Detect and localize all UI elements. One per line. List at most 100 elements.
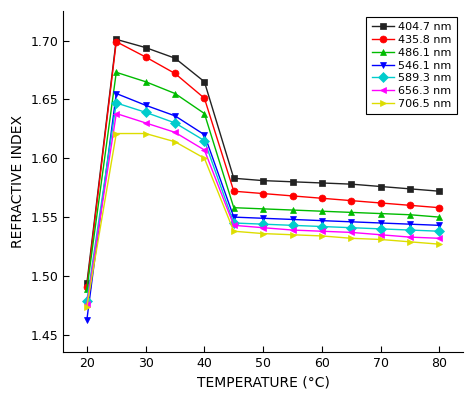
486.1 nm — [319, 209, 325, 214]
Line: 656.3 nm: 656.3 nm — [83, 110, 443, 308]
486.1 nm — [348, 210, 354, 215]
589.3 nm — [290, 223, 295, 228]
404.7 nm — [201, 79, 207, 84]
589.3 nm — [231, 221, 237, 225]
Y-axis label: REFRACTIVE INDEX: REFRACTIVE INDEX — [11, 115, 25, 248]
404.7 nm — [437, 189, 442, 194]
435.8 nm — [319, 196, 325, 200]
435.8 nm — [437, 205, 442, 210]
404.7 nm — [319, 180, 325, 185]
589.3 nm — [143, 110, 148, 115]
486.1 nm — [407, 213, 413, 217]
706.5 nm — [378, 237, 383, 242]
589.3 nm — [319, 224, 325, 229]
486.1 nm — [172, 91, 178, 96]
706.5 nm — [201, 156, 207, 161]
435.8 nm — [231, 189, 237, 194]
486.1 nm — [201, 111, 207, 116]
Line: 435.8 nm: 435.8 nm — [83, 38, 443, 290]
656.3 nm — [143, 121, 148, 126]
656.3 nm — [319, 229, 325, 234]
656.3 nm — [172, 130, 178, 135]
706.5 nm — [172, 140, 178, 144]
706.5 nm — [260, 231, 266, 236]
656.3 nm — [407, 235, 413, 239]
656.3 nm — [260, 225, 266, 230]
404.7 nm — [172, 56, 178, 61]
435.8 nm — [84, 284, 90, 289]
486.1 nm — [113, 70, 119, 75]
656.3 nm — [231, 223, 237, 228]
706.5 nm — [84, 304, 90, 309]
656.3 nm — [348, 230, 354, 235]
435.8 nm — [172, 71, 178, 76]
435.8 nm — [143, 55, 148, 59]
546.1 nm — [84, 317, 90, 322]
404.7 nm — [348, 182, 354, 186]
589.3 nm — [260, 222, 266, 227]
Line: 486.1 nm: 486.1 nm — [83, 69, 443, 292]
435.8 nm — [378, 200, 383, 205]
589.3 nm — [348, 225, 354, 230]
706.5 nm — [290, 232, 295, 237]
404.7 nm — [143, 45, 148, 50]
X-axis label: TEMPERATURE (°C): TEMPERATURE (°C) — [197, 376, 329, 390]
706.5 nm — [407, 239, 413, 244]
546.1 nm — [143, 103, 148, 108]
656.3 nm — [113, 111, 119, 116]
589.3 nm — [378, 227, 383, 231]
546.1 nm — [113, 91, 119, 96]
486.1 nm — [260, 207, 266, 211]
589.3 nm — [84, 298, 90, 303]
486.1 nm — [84, 286, 90, 291]
486.1 nm — [231, 205, 237, 210]
Legend: 404.7 nm, 435.8 nm, 486.1 nm, 546.1 nm, 589.3 nm, 656.3 nm, 706.5 nm: 404.7 nm, 435.8 nm, 486.1 nm, 546.1 nm, … — [366, 17, 457, 114]
589.3 nm — [437, 229, 442, 234]
486.1 nm — [290, 208, 295, 213]
435.8 nm — [201, 96, 207, 101]
435.8 nm — [407, 203, 413, 208]
706.5 nm — [319, 233, 325, 238]
404.7 nm — [84, 281, 90, 286]
435.8 nm — [113, 39, 119, 44]
435.8 nm — [290, 194, 295, 198]
Line: 546.1 nm: 546.1 nm — [83, 90, 443, 323]
546.1 nm — [201, 132, 207, 137]
546.1 nm — [378, 221, 383, 225]
656.3 nm — [201, 148, 207, 152]
Line: 706.5 nm: 706.5 nm — [83, 130, 443, 310]
435.8 nm — [260, 191, 266, 196]
589.3 nm — [407, 228, 413, 233]
589.3 nm — [172, 121, 178, 126]
404.7 nm — [407, 186, 413, 191]
706.5 nm — [143, 131, 148, 136]
546.1 nm — [260, 216, 266, 221]
706.5 nm — [348, 236, 354, 241]
435.8 nm — [348, 198, 354, 203]
486.1 nm — [378, 211, 383, 216]
404.7 nm — [113, 37, 119, 42]
546.1 nm — [319, 218, 325, 223]
706.5 nm — [437, 242, 442, 247]
404.7 nm — [231, 176, 237, 181]
546.1 nm — [231, 215, 237, 219]
486.1 nm — [143, 79, 148, 84]
404.7 nm — [290, 179, 295, 184]
546.1 nm — [407, 222, 413, 227]
486.1 nm — [437, 215, 442, 219]
706.5 nm — [113, 131, 119, 136]
546.1 nm — [437, 223, 442, 228]
656.3 nm — [378, 232, 383, 237]
404.7 nm — [378, 184, 383, 189]
404.7 nm — [260, 178, 266, 183]
546.1 nm — [290, 217, 295, 222]
706.5 nm — [231, 229, 237, 234]
Line: 589.3 nm: 589.3 nm — [83, 99, 443, 304]
546.1 nm — [348, 219, 354, 224]
589.3 nm — [113, 101, 119, 105]
656.3 nm — [437, 236, 442, 241]
Line: 404.7 nm: 404.7 nm — [83, 36, 443, 286]
546.1 nm — [172, 113, 178, 118]
656.3 nm — [84, 302, 90, 307]
589.3 nm — [201, 138, 207, 143]
